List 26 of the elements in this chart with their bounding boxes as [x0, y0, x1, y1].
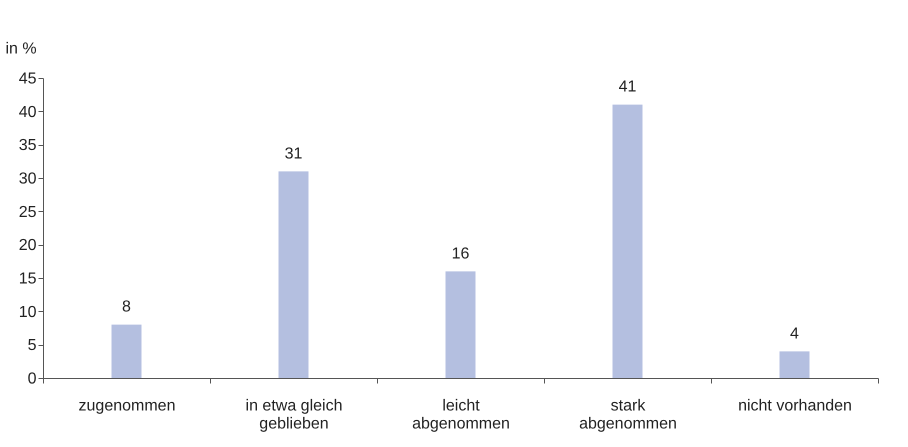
data-label: 4: [790, 325, 800, 342]
x-tick-label: nicht vorhanden: [738, 398, 852, 414]
bar: [446, 271, 476, 378]
y-tick-label: 5: [28, 337, 37, 354]
y-axis-title: in %: [6, 40, 37, 58]
x-tick-label: in etwa gleich geblieben: [246, 398, 342, 432]
data-label: 41: [618, 78, 636, 96]
bar: [112, 324, 142, 378]
y-tick-label: 35: [18, 137, 37, 154]
data-label: 31: [284, 145, 302, 162]
bar: [780, 351, 810, 378]
x-tick-label: zugenommen: [78, 398, 176, 414]
data-label: 16: [452, 245, 470, 262]
bar: [612, 104, 642, 378]
data-label: 8: [122, 298, 132, 316]
x-tick-label: stark abgenommen: [579, 398, 677, 432]
y-tick-label: 40: [18, 104, 37, 121]
y-tick-label: 25: [18, 204, 37, 221]
y-tick-label: 0: [28, 370, 37, 388]
x-tick-label: leicht abgenommen: [412, 398, 510, 432]
y-tick-label: 10: [18, 304, 37, 321]
y-tick-label: 15: [18, 270, 37, 288]
y-tick-label: 45: [18, 70, 37, 88]
bar: [278, 171, 308, 378]
y-tick-label: 30: [18, 170, 37, 188]
y-tick-label: 20: [18, 237, 37, 254]
